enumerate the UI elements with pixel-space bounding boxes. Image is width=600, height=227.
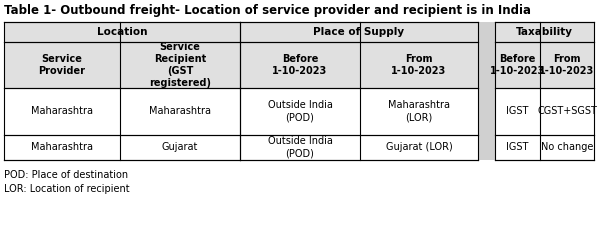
Text: Maharashtra: Maharashtra	[31, 106, 93, 116]
Text: Gujarat: Gujarat	[162, 143, 198, 153]
Bar	[120, 42, 240, 88]
Text: Maharashtra: Maharashtra	[149, 106, 211, 116]
Text: IGST: IGST	[506, 106, 529, 116]
Bar	[540, 135, 594, 160]
Text: From
1-10-2023: From 1-10-2023	[539, 54, 595, 76]
Bar	[360, 135, 478, 160]
Text: Gujarat (LOR): Gujarat (LOR)	[386, 143, 452, 153]
Text: Service
Provider: Service Provider	[38, 54, 86, 76]
Text: IGST: IGST	[506, 143, 529, 153]
Bar	[540, 42, 594, 88]
Text: From
1-10-2023: From 1-10-2023	[391, 54, 446, 76]
Bar	[478, 135, 495, 160]
Bar	[495, 42, 540, 88]
Text: Table 1- Outbound freight- Location of service provider and recipient is in Indi: Table 1- Outbound freight- Location of s…	[4, 4, 531, 17]
Text: Taxability: Taxability	[516, 27, 573, 37]
Bar	[240, 135, 360, 160]
Text: Outside India
(POD): Outside India (POD)	[268, 101, 332, 123]
Text: No change: No change	[541, 143, 593, 153]
Bar	[4, 88, 120, 135]
Bar	[120, 135, 240, 160]
Bar	[478, 22, 495, 42]
Text: Before
1-10-2023: Before 1-10-2023	[490, 54, 545, 76]
Bar	[240, 42, 360, 88]
Bar	[360, 42, 478, 88]
Bar	[495, 88, 540, 135]
Text: Outside India
(POD): Outside India (POD)	[268, 136, 332, 158]
Text: Place of Supply: Place of Supply	[313, 27, 404, 37]
Text: Location: Location	[97, 27, 147, 37]
Text: Maharashtra
(LOR): Maharashtra (LOR)	[388, 101, 450, 123]
Text: Maharashtra: Maharashtra	[31, 143, 93, 153]
Bar	[478, 42, 495, 88]
Bar	[478, 22, 495, 160]
Text: Service
Recipient
(GST
registered): Service Recipient (GST registered)	[149, 42, 211, 88]
Text: POD: Place of destination: POD: Place of destination	[4, 170, 128, 180]
Bar	[540, 88, 594, 135]
Bar	[4, 135, 120, 160]
Bar	[495, 135, 540, 160]
Bar	[4, 22, 240, 42]
Bar	[4, 42, 120, 88]
Bar	[120, 88, 240, 135]
Text: Before
1-10-2023: Before 1-10-2023	[272, 54, 328, 76]
Bar	[495, 22, 594, 42]
Text: LOR: Location of recipient: LOR: Location of recipient	[4, 184, 130, 194]
Bar	[478, 88, 495, 135]
Text: CGST+SGST: CGST+SGST	[537, 106, 597, 116]
Bar	[360, 88, 478, 135]
Bar	[240, 88, 360, 135]
Bar	[240, 22, 478, 42]
